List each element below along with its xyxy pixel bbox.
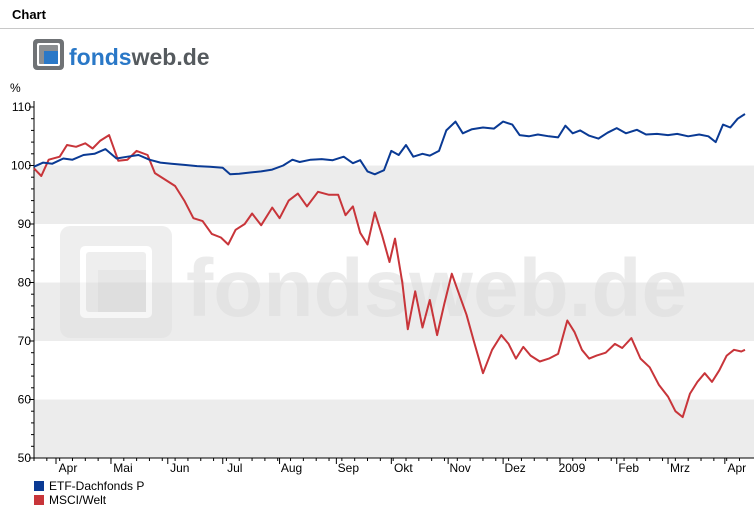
grid-bands [34, 165, 754, 458]
grid-band [34, 399, 754, 458]
x-tick-label: Aug [281, 461, 302, 475]
y-tick-label: 70 [18, 334, 32, 348]
chart-header: Chart [0, 0, 754, 29]
legend-label-msci: MSCI/Welt [49, 493, 107, 507]
x-tick-label: Apr [59, 461, 78, 475]
grid-band [34, 165, 754, 224]
x-tick-label: Mrz [670, 461, 690, 475]
watermark-text: fondsweb.de [186, 243, 687, 334]
y-axis-label: % [10, 81, 21, 95]
series-lines [33, 113, 746, 419]
x-tick-label: Mai [113, 461, 132, 475]
y-tick-label: 50 [18, 451, 32, 465]
y-tick-label: 100 [11, 159, 31, 173]
x-tick-label: Sep [338, 461, 360, 475]
series-line-etf-dachfonds-p [33, 113, 746, 176]
watermark-logo: fondsweb.de [60, 226, 687, 338]
x-tick-label: Feb [618, 461, 639, 475]
y-tick-label: 60 [18, 393, 32, 407]
legend-swatch-etf [34, 481, 44, 491]
y-axis: 50 60 70 80 90 100 110 [11, 100, 35, 465]
x-tick-label: 2009 [559, 461, 586, 475]
legend: ETF-Dachfonds P MSCI/Welt [34, 479, 144, 507]
y-tick-label: 90 [18, 217, 32, 231]
legend-label-etf: ETF-Dachfonds P [49, 479, 145, 493]
series-line-msci-welt [33, 134, 746, 419]
x-tick-label: Jun [170, 461, 189, 475]
y-tick-label: 110 [12, 100, 31, 114]
x-tick-label: Nov [449, 461, 470, 475]
brand-logo-text-fonds: fonds [69, 44, 132, 70]
brand-logo-text-web: web.de [131, 44, 210, 70]
legend-item-etf: ETF-Dachfonds P [34, 479, 144, 493]
chart-panel-title: Chart [12, 7, 46, 22]
svg-text:fondsweb.de: fondsweb.de [69, 44, 210, 70]
x-tick-label: Okt [394, 461, 413, 475]
y-tick-label: 80 [18, 276, 32, 290]
legend-swatch-msci [34, 495, 44, 505]
x-axis: Apr Mai Jun Jul Aug Sep Okt Nov Dez 2009 Feb Mrz Apr [33, 457, 754, 475]
brand-logo: fondsweb.de [33, 39, 210, 70]
legend-item-msci: MSCI/Welt [34, 493, 144, 507]
x-tick-label: Apr [727, 461, 746, 475]
x-tick-label: Jul [227, 461, 242, 475]
x-tick-label: Dez [504, 461, 525, 475]
